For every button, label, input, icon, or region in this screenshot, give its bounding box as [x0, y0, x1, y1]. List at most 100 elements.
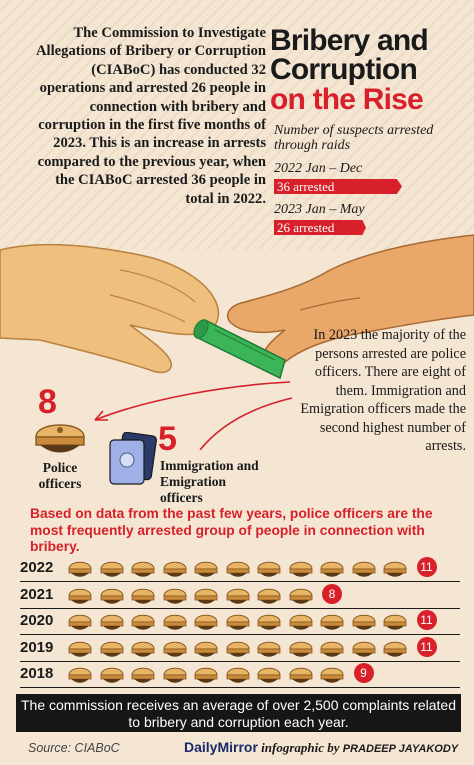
police-cap-icon: [162, 588, 187, 604]
hands-illustration: [0, 234, 474, 380]
police-label: Police officers: [38, 460, 82, 491]
bar-2022-label: 36 arrested: [277, 179, 335, 194]
police-cap-icon: [225, 588, 250, 604]
bar-2022: 36 arrested: [274, 179, 402, 194]
police-cap-icon: [99, 614, 124, 630]
police-cap-icon: [320, 667, 344, 683]
title-line-2: Corruption: [270, 53, 418, 86]
year-label: 2021: [20, 585, 54, 603]
police-cap-icon: [162, 614, 187, 630]
police-cap-icon: [162, 561, 187, 577]
police-cap-icon: [288, 588, 313, 604]
left-hand-icon: [0, 243, 220, 374]
police-majority-text: In 2023 the majority of the persons arre…: [300, 327, 466, 454]
credit-text: infographic by: [261, 740, 340, 755]
banknote-icon: [193, 318, 286, 380]
police-cap-icon: [99, 588, 124, 604]
police-cap-icon: [288, 561, 313, 577]
police-cap-icon: [68, 561, 92, 577]
police-cap-icon: [225, 614, 250, 630]
police-cap-icon: [131, 588, 155, 604]
year-count-badge: 11: [416, 557, 437, 577]
police-cap-icon: [35, 424, 85, 453]
year-count-badge: 11: [416, 610, 437, 630]
right-hand-icon: [226, 234, 474, 369]
arrests-subtitle: Number of suspects arrested through raid…: [274, 123, 434, 153]
police-cap-icon: [68, 614, 92, 630]
police-cap-icon: [351, 641, 376, 657]
police-cap-icon: [99, 561, 124, 577]
police-cap-icon: [320, 614, 344, 630]
police-cap-icon: [194, 614, 218, 630]
police-cap-icon: [68, 588, 92, 604]
police-cap-icon: [383, 561, 407, 577]
police-cap-icon: [225, 561, 250, 577]
police-cap-icon: [257, 614, 281, 630]
source-note: Source: CIABoC: [28, 741, 120, 755]
police-cap-icon: [225, 667, 250, 683]
row-divider: [20, 607, 460, 609]
year-row: 2022 11: [20, 556, 460, 582]
police-cap-icon: [351, 614, 376, 630]
police-cap-icon: [288, 614, 313, 630]
police-cap-icon: [131, 614, 155, 630]
police-cap-icon: [257, 667, 281, 683]
striped-background: [0, 0, 474, 250]
bar-2023: 26 arrested: [274, 220, 366, 235]
police-count: 8: [38, 383, 57, 421]
history-title: Based on data from the past few years, p…: [30, 506, 433, 555]
row-divider: [20, 581, 460, 582]
year-label: 2022: [20, 559, 54, 576]
year-row: 2018 9: [20, 662, 460, 688]
year-label: 2018: [20, 665, 54, 682]
police-cap-icon: [257, 588, 281, 604]
passport-icon: [109, 432, 157, 485]
row-divider: [20, 687, 460, 688]
year-row: 2021 8: [20, 583, 460, 609]
intro-text: The Commission to Investigate Allegation…: [36, 25, 266, 207]
police-cap-icon: [383, 614, 407, 630]
bar-period-2022: 2022 Jan – Dec: [274, 161, 363, 176]
police-cap-icon: [131, 561, 155, 577]
bar-period-2023: 2023 Jan – May: [274, 202, 365, 217]
year-count-badge: 9: [353, 663, 374, 683]
year-label: 2020: [20, 612, 54, 629]
title-line-3: on the Rise: [270, 83, 424, 116]
police-cap-icon: [351, 561, 376, 577]
row-divider: [20, 634, 460, 635]
police-cap-icon: [257, 641, 281, 657]
police-cap-icon: [288, 667, 313, 683]
police-cap-icon: [194, 641, 218, 657]
police-cap-icon: [320, 561, 344, 577]
police-cap-icon: [194, 588, 218, 604]
police-cap-icon: [99, 641, 124, 657]
year-count-badge: 11: [416, 636, 437, 657]
police-cap-icon: [162, 641, 187, 657]
immigration-label: Immigration and Emigration officers: [160, 458, 259, 505]
title-block: Bribery and Corruption on the Rise Numbe…: [270, 26, 465, 235]
police-cap-icon: [68, 667, 92, 683]
police-cap-icon: [131, 667, 155, 683]
title-line-1: Bribery and: [270, 24, 429, 57]
footer-note: The commission receives an average of ov…: [16, 694, 461, 732]
police-cap-icon: [383, 641, 407, 657]
row-divider: [20, 660, 460, 662]
police-cap-icon: [288, 641, 313, 657]
police-cap-icon: [225, 641, 250, 657]
police-cap-icon: [194, 561, 218, 577]
police-cap-icon: [131, 641, 155, 657]
year-label: 2019: [20, 638, 54, 656]
credit-author: PRADEEP JAYAKODY: [342, 743, 459, 755]
police-cap-icon: [257, 561, 281, 577]
brand-logo: DailyMirror: [184, 739, 258, 755]
immigration-count: 5: [158, 420, 177, 458]
police-cap-icon: [99, 667, 124, 683]
police-cap-icon: [320, 641, 344, 657]
police-cap-icon: [194, 667, 218, 683]
police-cap-icon: [68, 641, 92, 657]
year-count-badge: 8: [322, 583, 342, 604]
year-row: 2020 11: [20, 609, 460, 635]
police-cap-icon: [162, 667, 187, 683]
pointer-arrows: [94, 381, 293, 450]
